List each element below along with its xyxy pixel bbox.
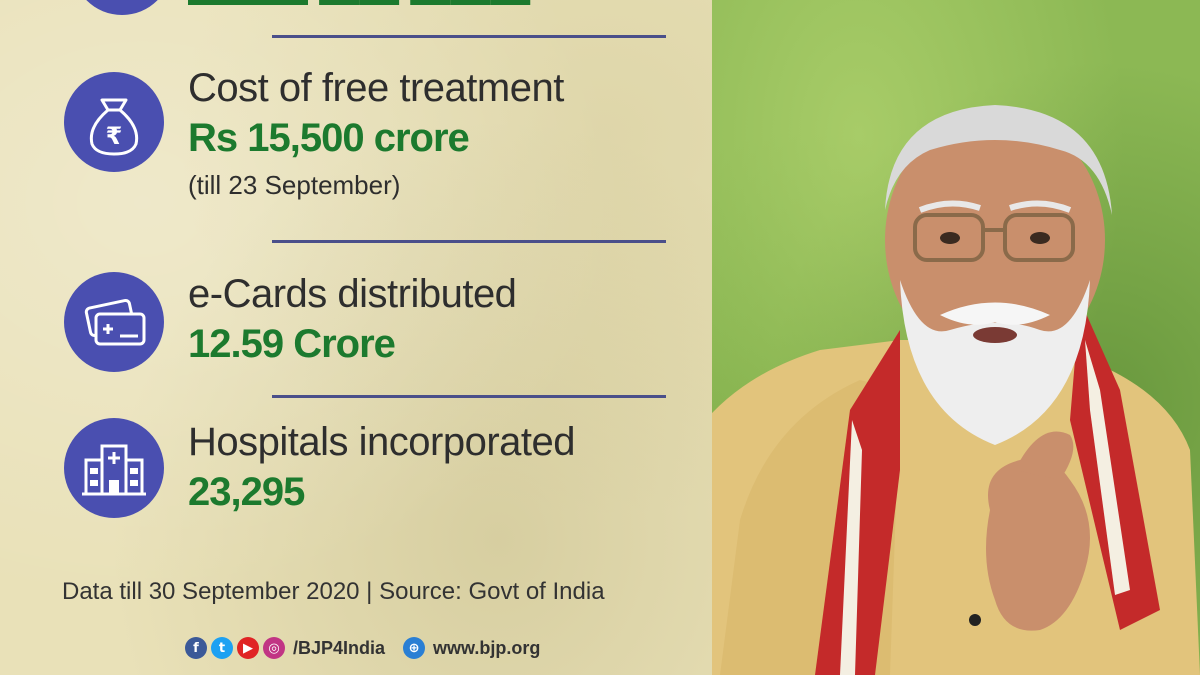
partial-icon [72,0,172,15]
svg-text:₹: ₹ [106,122,123,150]
website-link[interactable]: www.bjp.org [433,637,541,658]
source-note: Data till 30 September 2020 | Source: Go… [62,578,605,605]
stats-panel: ▬▬▬ ▬▬ ▬▬▬ ₹ Cost of free treatment Rs 1… [0,0,712,675]
stat-value: Rs 15,500 crore [188,116,470,160]
social-handle[interactable]: /BJP4India [293,637,386,658]
stat-label: Cost of free treatment [188,66,564,110]
hospital-icon [64,418,164,518]
stat-label: e-Cards distributed [188,272,517,316]
twitter-icon[interactable]: t [211,637,233,659]
money-bag-rupee-icon: ₹ [64,72,164,172]
divider [272,395,666,398]
youtube-icon[interactable]: ▶ [237,637,259,659]
facebook-icon[interactable]: f [185,637,207,659]
divider [272,35,666,38]
portrait-photo [640,105,1200,675]
stat-value: 23,295 [188,470,305,514]
stat-note: (till 23 September) [188,170,401,200]
social-row: f t ▶ ◎ /BJP4India ⊕ www.bjp.org [185,636,540,660]
cards-icon [64,272,164,372]
stat-label: Hospitals incorporated [188,420,576,464]
stat-value: 12.59 Crore [188,322,396,366]
partial-value: ▬▬▬ ▬▬ ▬▬▬ [188,0,530,15]
divider [272,240,666,243]
globe-icon: ⊕ [403,637,426,659]
instagram-icon[interactable]: ◎ [263,637,285,659]
